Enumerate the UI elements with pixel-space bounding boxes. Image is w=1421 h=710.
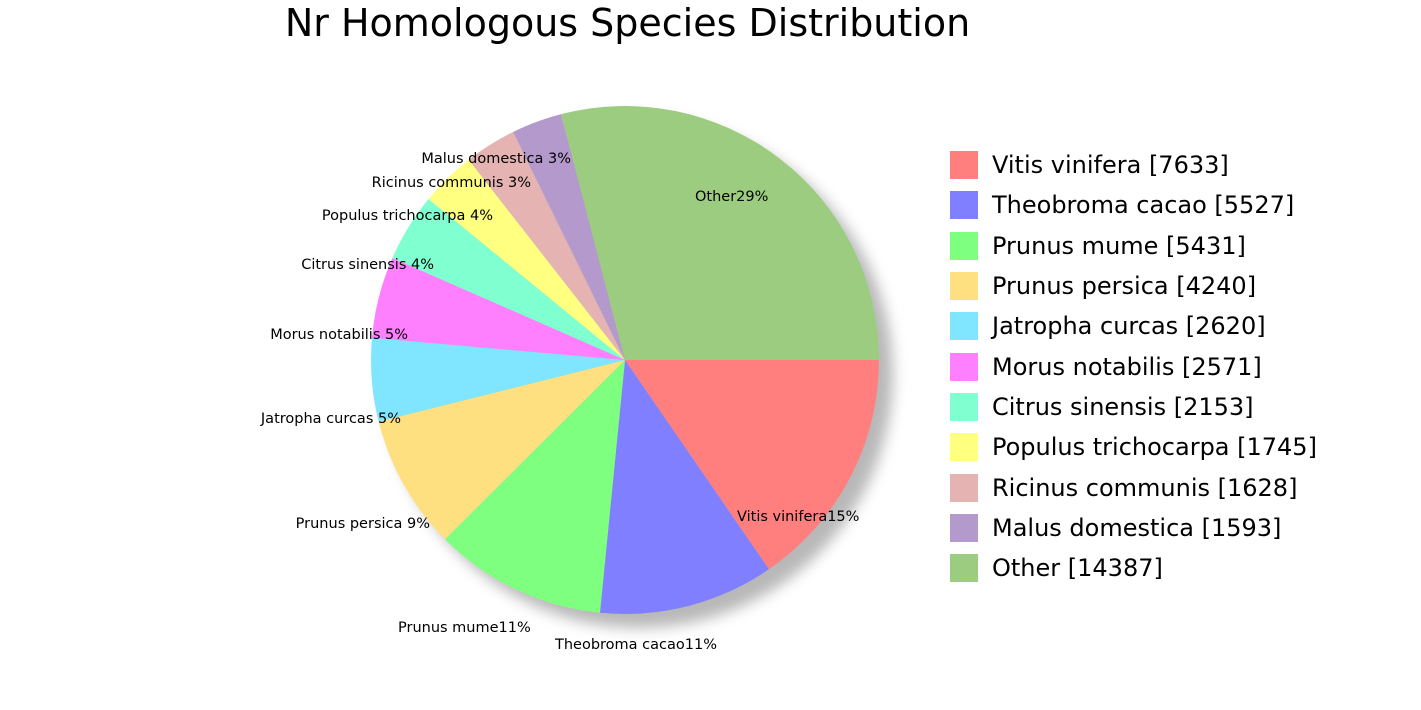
legend-label: Vitis vinifera [7633] [992,151,1229,180]
legend-swatch [950,392,978,421]
pie-slice-theobroma-cacao [599,360,769,614]
legend-swatch [950,433,978,462]
pie-slice-jatropha-curcas [370,337,625,422]
pie-slice-other [561,105,879,361]
legend-swatch [950,554,978,583]
slice-label-prunus-persica: Prunus persica 9% [296,516,430,532]
pie-slice-populus-trichocarpa [428,159,625,360]
legend: Vitis vinifera [7633] Theobroma cacao [55… [950,145,1317,588]
legend-label: Morus notabilis [2571] [992,352,1262,381]
slice-label-other: Other29% [695,189,768,205]
slice-label-prunus-mume: Prunus mume11% [398,620,531,636]
legend-swatch [950,231,978,260]
slice-label-ricinus-communis: Ricinus communis 3% [372,175,531,191]
legend-swatch [950,272,978,301]
legend-item-jatropha-curcas: Jatropha curcas [2620] [950,306,1317,346]
slice-label-populus-trichocarpa: Populus trichocarpa 4% [322,208,493,224]
legend-swatch [950,312,978,341]
slice-label-citrus-sinensis: Citrus sinensis 4% [301,257,434,273]
legend-item-prunus-mume: Prunus mume [5431] [950,226,1317,266]
legend-label: Populus trichocarpa [1745] [992,433,1317,462]
legend-item-prunus-persica: Prunus persica [4240] [950,266,1317,306]
legend-label: Prunus persica [4240] [992,272,1257,301]
legend-swatch [950,352,978,381]
legend-item-other: Other [14387] [950,548,1317,588]
legend-item-ricinus-communis: Ricinus communis [1628] [950,467,1317,507]
chart-title: Nr Homologous Species Distribution [284,1,971,45]
slice-label-morus-notabilis: Morus notabilis 5% [270,327,408,343]
slice-label-theobroma-cacao: Theobroma cacao11% [554,637,717,653]
pie-slice-vitis-vinifera [625,360,879,570]
slice-label-malus-domestica: Malus domestica 3% [421,151,571,167]
slice-label-vitis-vinifera: Vitis vinifera15% [737,509,859,525]
legend-item-malus-domestica: Malus domestica [1593] [950,508,1317,548]
legend-label: Ricinus communis [1628] [992,473,1298,502]
legend-item-vitis-vinifera: Vitis vinifera [7633] [950,145,1317,185]
legend-item-morus-notabilis: Morus notabilis [2571] [950,346,1317,386]
legend-swatch [950,151,978,180]
legend-swatch [950,473,978,502]
legend-label: Jatropha curcas [2620] [992,312,1266,341]
legend-item-citrus-sinensis: Citrus sinensis [2153] [950,387,1317,427]
pie-slice-citrus-sinensis [392,199,625,360]
legend-label: Prunus mume [5431] [992,231,1246,260]
pie-slice-morus-notabilis [371,257,625,360]
legend-swatch [950,191,978,220]
slice-label-jatropha-curcas: Jatropha curcas 5% [260,411,401,427]
legend-label: Malus domestica [1593] [992,513,1282,542]
legend-label: Theobroma cacao [5527] [992,191,1295,220]
legend-label: Other [14387] [992,554,1163,583]
pie-slice-ricinus-communis [468,132,625,360]
legend-swatch [950,513,978,542]
legend-label: Citrus sinensis [2153] [992,392,1254,421]
legend-item-theobroma-cacao: Theobroma cacao [5527] [950,185,1317,225]
legend-item-populus-trichocarpa: Populus trichocarpa [1745] [950,427,1317,467]
pie-slice-prunus-persica [378,360,625,540]
pie-slice-prunus-mume [444,360,625,613]
pie-slice-malus-domestica [513,114,625,360]
